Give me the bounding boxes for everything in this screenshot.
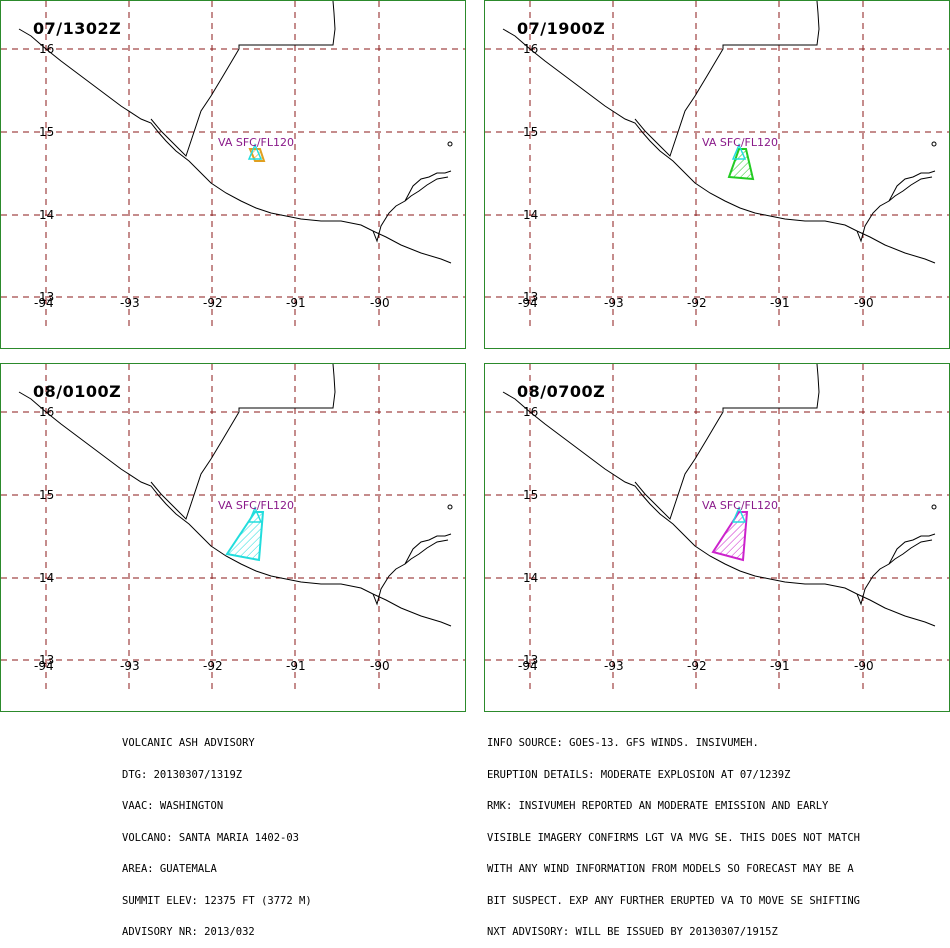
advisory-line: INFO SOURCE: GOES-13. GFS WINDS. INSIVUM…	[487, 737, 759, 749]
island	[447, 141, 453, 147]
lon-label: -90	[854, 296, 874, 310]
observed-ash-area	[731, 506, 747, 523]
map-panel-2: 16 15 14 13 -94 -93 -92 -91 -90 VA SFC/FL120 07/1…	[484, 0, 950, 349]
lon-label: -90	[370, 296, 390, 310]
border-line	[150, 364, 336, 520]
lat-label: 13	[39, 653, 54, 667]
border-line	[372, 539, 449, 606]
advisory-line: WITH ANY WIND INFORMATION FROM MODELS SO…	[487, 863, 854, 875]
advisory-line: ADVISORY NR: 2013/032	[122, 926, 255, 938]
map-panel-1: 16 15 14 13 -94 -93 -92 -91 -90 VA SFC/FL120 07/1…	[0, 0, 466, 349]
lon-label: -94	[518, 659, 538, 673]
lon-label: -91	[770, 659, 790, 673]
lon-label: -94	[518, 296, 538, 310]
border-line	[404, 170, 452, 202]
map-panel-3: 16 15 14 13 -94 -93 -92 -91 -90 VA SFC/FL120 08/0…	[0, 363, 466, 712]
advisory-line: VOLCANIC ASH ADVISORY	[122, 737, 255, 749]
ash-level-label: VA SFC/FL120	[218, 499, 294, 512]
lat-label: 14	[523, 208, 538, 222]
coastline	[18, 28, 452, 264]
lon-label: -92	[687, 659, 707, 673]
advisory-line: ERUPTION DETAILS: MODERATE EXPLOSION AT …	[487, 768, 791, 781]
border-line	[856, 539, 933, 606]
lon-label: -92	[203, 296, 223, 310]
island	[931, 141, 937, 147]
border-line	[404, 533, 452, 565]
lon-label: -92	[687, 296, 707, 310]
border-line	[888, 170, 936, 202]
border-line	[888, 533, 936, 565]
lon-label: -92	[203, 659, 223, 673]
lon-label: -90	[370, 659, 390, 673]
lat-label: 15	[523, 125, 538, 139]
forecast-time: 08/0100Z	[33, 382, 122, 401]
lon-label: -93	[604, 659, 624, 673]
lon-label: -93	[120, 296, 140, 310]
lat-label: 14	[39, 208, 54, 222]
border-line	[372, 176, 449, 243]
border-line	[150, 1, 336, 157]
lon-label: -91	[286, 659, 306, 673]
coastline	[502, 391, 936, 627]
ash-level-label: VA SFC/FL120	[702, 136, 778, 149]
lat-label: 13	[39, 290, 54, 304]
ash-level-label: VA SFC/FL120	[218, 136, 294, 149]
advisory-line: DTG: 20130307/1319Z	[122, 768, 243, 781]
advisory-line: SUMMIT ELEV: 12375 FT (3772 M)	[122, 894, 312, 907]
coastline	[502, 28, 936, 264]
advisory-line: BIT SUSPECT. EXP ANY FURTHER ERUPTED VA …	[487, 894, 860, 907]
advisory-line: VAAC: WASHINGTON	[122, 800, 224, 812]
lat-label: 13	[523, 290, 538, 304]
forecast-ash-area	[225, 511, 265, 562]
forecast-ash-area	[711, 511, 749, 562]
advisory-line: RMK: INSIVUMEH REPORTED AN MODERATE EMIS…	[487, 800, 829, 812]
forecast-time: 07/1302Z	[33, 19, 122, 38]
forecast-time: 07/1900Z	[517, 19, 606, 38]
lon-label: -90	[854, 659, 874, 673]
lat-label: 13	[523, 653, 538, 667]
lon-label: -94	[34, 296, 54, 310]
map-panel-4: 16 15 14 13 -94 -93 -92 -91 -90 VA SFC/FL120 08/0…	[484, 363, 950, 712]
lon-label: -93	[120, 659, 140, 673]
lat-label: 15	[39, 125, 54, 139]
observed-ash-area	[247, 143, 263, 160]
forecast-ash-area	[727, 148, 755, 181]
lat-label: 15	[523, 488, 538, 502]
lat-label: 15	[39, 488, 54, 502]
border-line	[634, 364, 820, 520]
lon-label: -91	[286, 296, 306, 310]
advisory-remarks-block: INFO SOURCE: GOES-13. GFS WINDS. INSIVUM…	[487, 717, 860, 948]
advisory-line: AREA: GUATEMALA	[122, 863, 217, 875]
lon-label: -94	[34, 659, 54, 673]
advisory-line: VOLCANO: SANTA MARIA 1402-03	[122, 831, 300, 844]
ash-level-label: VA SFC/FL120	[702, 499, 778, 512]
island	[447, 504, 453, 510]
observed-ash-area	[247, 506, 263, 523]
island	[931, 504, 937, 510]
forecast-time: 08/0700Z	[517, 382, 606, 401]
advisory-line: NXT ADVISORY: WILL BE ISSUED BY 20130307…	[487, 926, 778, 938]
observed-ash-area	[731, 143, 747, 160]
lat-label: 14	[39, 571, 54, 585]
advisory-line: VISIBLE IMAGERY CONFIRMS LGT VA MVG SE. …	[487, 831, 860, 844]
lon-label: -93	[604, 296, 624, 310]
border-line	[856, 176, 933, 243]
lon-label: -91	[770, 296, 790, 310]
border-line	[634, 1, 820, 157]
lat-label: 14	[523, 571, 538, 585]
coastline	[18, 391, 452, 627]
advisory-header-block: VOLCANIC ASH ADVISORY DTG: 20130307/1319…	[122, 717, 312, 948]
